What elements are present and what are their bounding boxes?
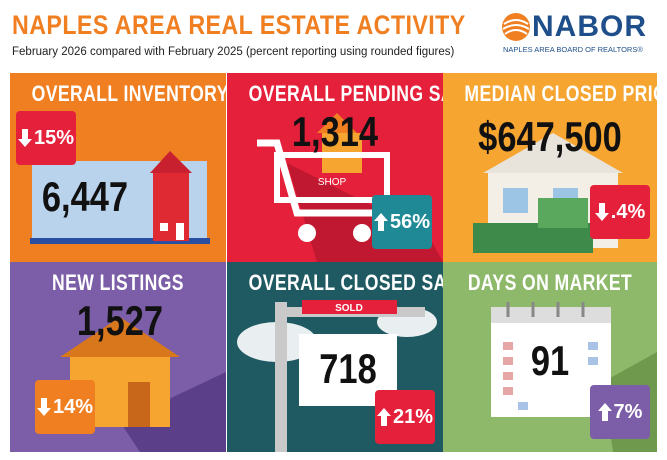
logo-subtitle: NAPLES AREA BOARD OF REALTORS® [503, 45, 643, 54]
tile-value: 1,314 [291, 108, 379, 155]
house-art [60, 317, 226, 452]
tile: NEW LISTINGS 1,527 14% [10, 262, 226, 452]
change: .4% [610, 200, 646, 223]
tile-title: OVERALL INVENTORY [31, 81, 226, 106]
change: 14% [52, 395, 94, 418]
arrow [376, 408, 391, 426]
tile: DAYS ON MARKET 91 7% [443, 262, 657, 452]
sign-text: SOLD [335, 303, 363, 314]
arrow [594, 203, 609, 221]
arrow-icon [376, 408, 391, 426]
tile-title: OVERALL CLOSED SALES [248, 270, 443, 295]
arrow-icon [36, 398, 51, 416]
tile: MEDIAN CLOSED PRICE $647,500 .4% [443, 73, 657, 262]
change-badge: 15% [16, 111, 76, 165]
tile-value: 6,447 [41, 173, 129, 220]
change: 21% [392, 405, 434, 428]
arrow-icon [17, 129, 32, 147]
tile: SHOP OVERALL PENDING SALES 1,314 56% [227, 73, 443, 262]
change: 7% [613, 400, 643, 423]
logo-icon [502, 13, 530, 41]
title: NAPLES AREA REAL ESTATE ACTIVITY [12, 10, 466, 40]
change-badge: 14% [35, 380, 95, 434]
arrow-icon [597, 403, 612, 421]
tile-title: OVERALL PENDING SALES [248, 81, 443, 106]
tile: SOLD OVERALL CLOSED SALES 718 21% [227, 262, 443, 452]
change-badge: 7% [590, 385, 650, 439]
subtitle: February 2026 compared with February 202… [12, 46, 455, 58]
tile-value: 1,527 [76, 297, 164, 344]
change: 15% [33, 126, 75, 149]
tile-value: $647,500 [478, 113, 622, 160]
arrow [373, 213, 388, 231]
logo: NABOR [532, 10, 647, 43]
change: 56% [389, 210, 431, 233]
tile-title: DAYS ON MARKET [467, 270, 633, 295]
change-badge: 21% [375, 390, 435, 444]
tile-value: 91 [530, 337, 570, 384]
arrow [17, 129, 32, 147]
house-art [30, 151, 210, 244]
arrow-icon [594, 203, 609, 221]
arrow [36, 398, 51, 416]
tile-title: NEW LISTINGS [52, 270, 184, 295]
change-badge: .4% [590, 185, 650, 239]
arrow [597, 403, 612, 421]
bag-tag: SHOP [318, 177, 347, 188]
tile-title: MEDIAN CLOSED PRICE [464, 81, 657, 106]
tile: OVERALL INVENTORY 6,447 15% [10, 73, 226, 262]
arrow-icon [373, 213, 388, 231]
tile-value: 718 [319, 345, 377, 392]
change-badge: 56% [372, 195, 432, 249]
